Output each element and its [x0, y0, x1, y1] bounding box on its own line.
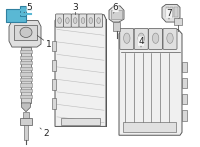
Ellipse shape [20, 27, 32, 37]
Text: 6: 6 [113, 3, 118, 13]
Ellipse shape [89, 18, 93, 24]
Bar [20, 83, 32, 87]
Ellipse shape [138, 33, 144, 43]
Text: 1: 1 [37, 35, 52, 49]
Bar [111, 10, 122, 19]
Bar [170, 7, 173, 17]
Bar [20, 56, 32, 59]
Text: 3: 3 [73, 3, 78, 15]
Bar [20, 72, 32, 76]
Ellipse shape [58, 18, 61, 24]
Bar [20, 50, 32, 53]
FancyBboxPatch shape [163, 29, 177, 49]
FancyBboxPatch shape [87, 14, 95, 27]
Polygon shape [109, 6, 124, 22]
Bar [20, 61, 32, 64]
Bar [182, 78, 187, 88]
Bar [61, 118, 100, 125]
Polygon shape [20, 9, 26, 16]
Bar [182, 62, 187, 72]
Bar [182, 110, 187, 121]
FancyBboxPatch shape [71, 14, 79, 27]
Ellipse shape [167, 33, 173, 43]
FancyBboxPatch shape [79, 14, 87, 27]
Polygon shape [9, 21, 41, 47]
Bar [20, 67, 32, 70]
Polygon shape [22, 103, 30, 112]
Bar [20, 89, 32, 92]
Ellipse shape [81, 18, 85, 24]
Bar [123, 122, 176, 132]
Bar [174, 7, 178, 17]
Bar [21, 47, 31, 103]
FancyBboxPatch shape [120, 29, 134, 49]
Text: 5: 5 [24, 3, 32, 13]
Text: 7: 7 [166, 9, 172, 19]
Bar [14, 25, 37, 40]
Bar [174, 18, 182, 25]
Polygon shape [162, 4, 180, 22]
Polygon shape [6, 6, 26, 22]
Bar [166, 7, 169, 17]
FancyBboxPatch shape [134, 29, 148, 49]
Ellipse shape [152, 33, 159, 43]
Bar [23, 112, 29, 118]
Bar [20, 118, 32, 125]
Polygon shape [119, 29, 182, 135]
Ellipse shape [97, 18, 100, 24]
Ellipse shape [124, 33, 130, 43]
Bar [52, 41, 56, 51]
Text: 4: 4 [138, 37, 144, 47]
FancyBboxPatch shape [95, 14, 103, 27]
FancyBboxPatch shape [149, 29, 163, 49]
FancyBboxPatch shape [56, 14, 64, 27]
Ellipse shape [73, 18, 77, 24]
Bar [24, 125, 28, 140]
Bar [52, 60, 56, 71]
Bar [20, 95, 32, 98]
Text: 2: 2 [40, 128, 49, 138]
Bar [182, 94, 187, 104]
Ellipse shape [66, 18, 69, 24]
Bar [20, 78, 32, 81]
Bar [52, 79, 56, 90]
FancyBboxPatch shape [63, 14, 71, 27]
Bar [113, 22, 120, 31]
Bar [52, 98, 56, 109]
Polygon shape [55, 15, 106, 126]
